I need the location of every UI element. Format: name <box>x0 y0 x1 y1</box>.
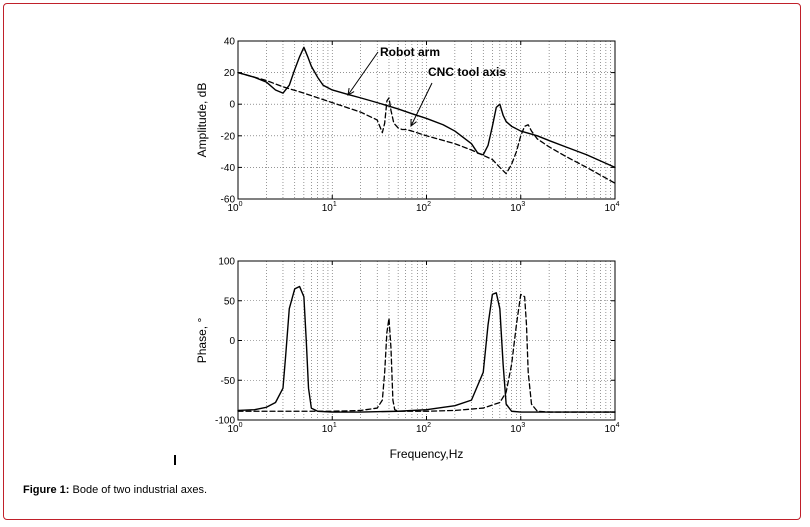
amp-series-cnc-tool-axis-line <box>237 71 616 184</box>
phase-xtick-label: 100 <box>227 422 242 435</box>
arrow-robot-arm <box>347 51 379 96</box>
phase-series-cnc-tool-axis-line <box>237 293 616 413</box>
phase-ytick-label: -50 <box>221 376 236 387</box>
amp-series-robot-arm-line <box>237 46 616 169</box>
amp-ylabel: Amplitude, dB <box>195 83 209 158</box>
phase-series-robot-arm-line <box>237 285 616 413</box>
amp-ytick-label: -20 <box>221 131 236 142</box>
annotations: Robot arm CNC tool axis <box>347 45 506 128</box>
phase-xtick-label: 104 <box>604 422 619 435</box>
amp-ytick-label: 40 <box>224 37 236 48</box>
amp-ytick-label: 20 <box>224 68 236 79</box>
phase-xtick-label: 101 <box>322 422 337 435</box>
phase-xtick-label: 102 <box>416 422 431 435</box>
phase-ylabel: Phase, ° <box>195 318 209 364</box>
amp-ytick-label: -40 <box>221 163 236 174</box>
amp-ytick-label: 0 <box>229 100 235 111</box>
amp-ytick-label: -60 <box>221 195 236 206</box>
phase-grid <box>238 261 615 420</box>
phase-ytick-label: -100 <box>215 416 235 427</box>
caption-label: Figure 1: <box>23 484 70 496</box>
figure-caption: Figure 1: Bode of two industrial axes. <box>23 484 207 496</box>
annotation-robot-arm: Robot arm <box>380 45 440 59</box>
phase-ytick-label: 50 <box>224 296 236 307</box>
phase-xlabel: Frequency,Hz <box>390 447 464 461</box>
amp-grid <box>238 41 615 199</box>
amp-xtick-label: 103 <box>510 201 525 214</box>
amp-xtick-label: 104 <box>604 201 619 214</box>
phase-xtick-label: 103 <box>510 422 525 435</box>
text-cursor-mark <box>174 455 176 465</box>
amp-xtick-label: 100 <box>227 201 242 214</box>
caption-text: Bode of two industrial axes. <box>69 484 208 496</box>
annotation-cnc-tool-axis: CNC tool axis <box>428 65 506 79</box>
amp-xtick-label: 101 <box>322 201 337 214</box>
phase-ytick-label: 100 <box>218 257 235 268</box>
arrow-cnc-tool-axis-head <box>410 118 417 128</box>
phase-ytick-label: 0 <box>229 336 235 347</box>
arrow-cnc-tool-axis <box>410 82 433 127</box>
amp-xtick-label: 102 <box>416 201 431 214</box>
arrow-robot-arm-head <box>347 88 355 96</box>
